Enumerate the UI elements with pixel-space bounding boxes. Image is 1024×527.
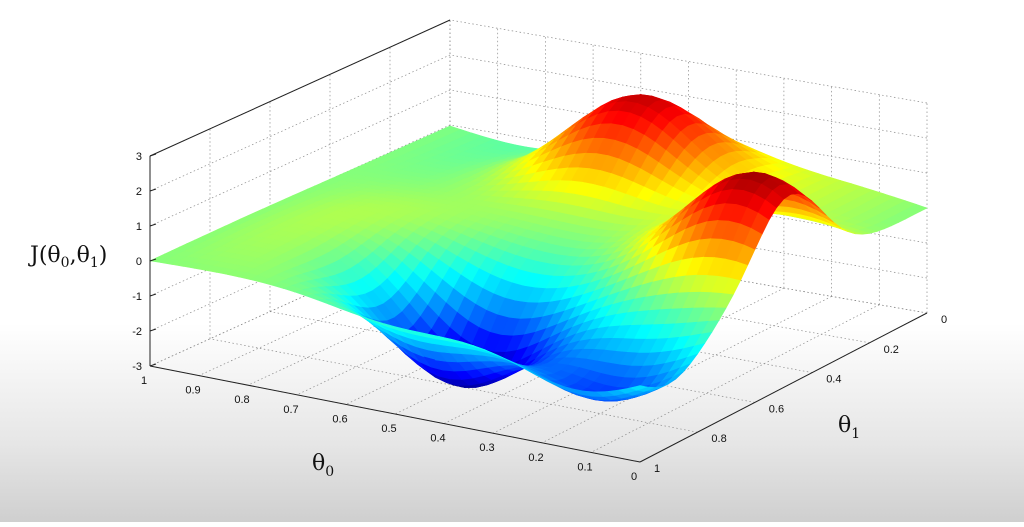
z-tick-label: 1 [136,221,142,233]
z-tick-mark [149,293,157,297]
y-tick-label: 0.6 [769,403,784,415]
x-tick-label: 0.2 [528,452,543,464]
x-axis-label: θ0 [312,451,334,480]
z-tick-label: 2 [136,186,142,198]
x-tick-label: 0.9 [185,385,200,397]
z-tick-mark [149,153,157,157]
wall-grid-line [149,54,928,192]
z-tick-label: -3 [132,361,142,373]
y-tick-label: 0 [941,314,947,326]
z-tick-label: -2 [132,326,142,338]
axis-box-edges [149,19,928,463]
y-tick-label: 0.8 [711,433,726,445]
y-tick-label: 1 [654,463,660,475]
z-tick-mark [149,363,157,367]
z-tick-mark [149,258,157,262]
x-tick-label: 0.7 [283,404,298,416]
surface-patch [583,390,604,397]
x-tick-label: 0 [631,471,637,483]
surface-mesh [148,94,928,402]
x-tick-label: 0.6 [332,413,347,425]
z-axis-line [149,19,451,157]
y-axis-label: θ1 [838,413,860,442]
wall-grid-line [149,19,928,157]
x-tick-label: 0.3 [479,442,494,454]
x-tick-label: 0.1 [577,461,592,473]
y-axis-line [639,312,928,463]
tick-labels: -3 -2 -1 0 1 2 3 0 0.1 0.2 0.3 0.4 0.5 0.6 0.7 0.8 0.9 1 0… [132,151,947,483]
z-tick-mark [149,328,157,332]
x-tick-label: 0.5 [381,423,396,435]
floor-grid-line [345,262,641,405]
floor-grid-line [209,338,698,433]
z-tick-mark [149,223,157,227]
x-axis-line [149,365,641,463]
z-tick-label: -1 [132,291,142,303]
x-tick-label: 0.4 [430,433,445,445]
z-tick-label: 3 [136,151,142,163]
x-tick-label: 1 [141,375,147,387]
z-tick-mark [149,188,157,192]
y-tick-label: 0.4 [826,374,841,386]
floor-grid-line [389,256,870,344]
floor-grid-line [296,254,594,396]
y-tick-label: 0.2 [884,344,899,356]
x-tick-label: 0.8 [234,394,249,406]
z-tick-label: 0 [136,256,142,268]
z-axis-label: J(θ0,θ1) [28,243,107,271]
